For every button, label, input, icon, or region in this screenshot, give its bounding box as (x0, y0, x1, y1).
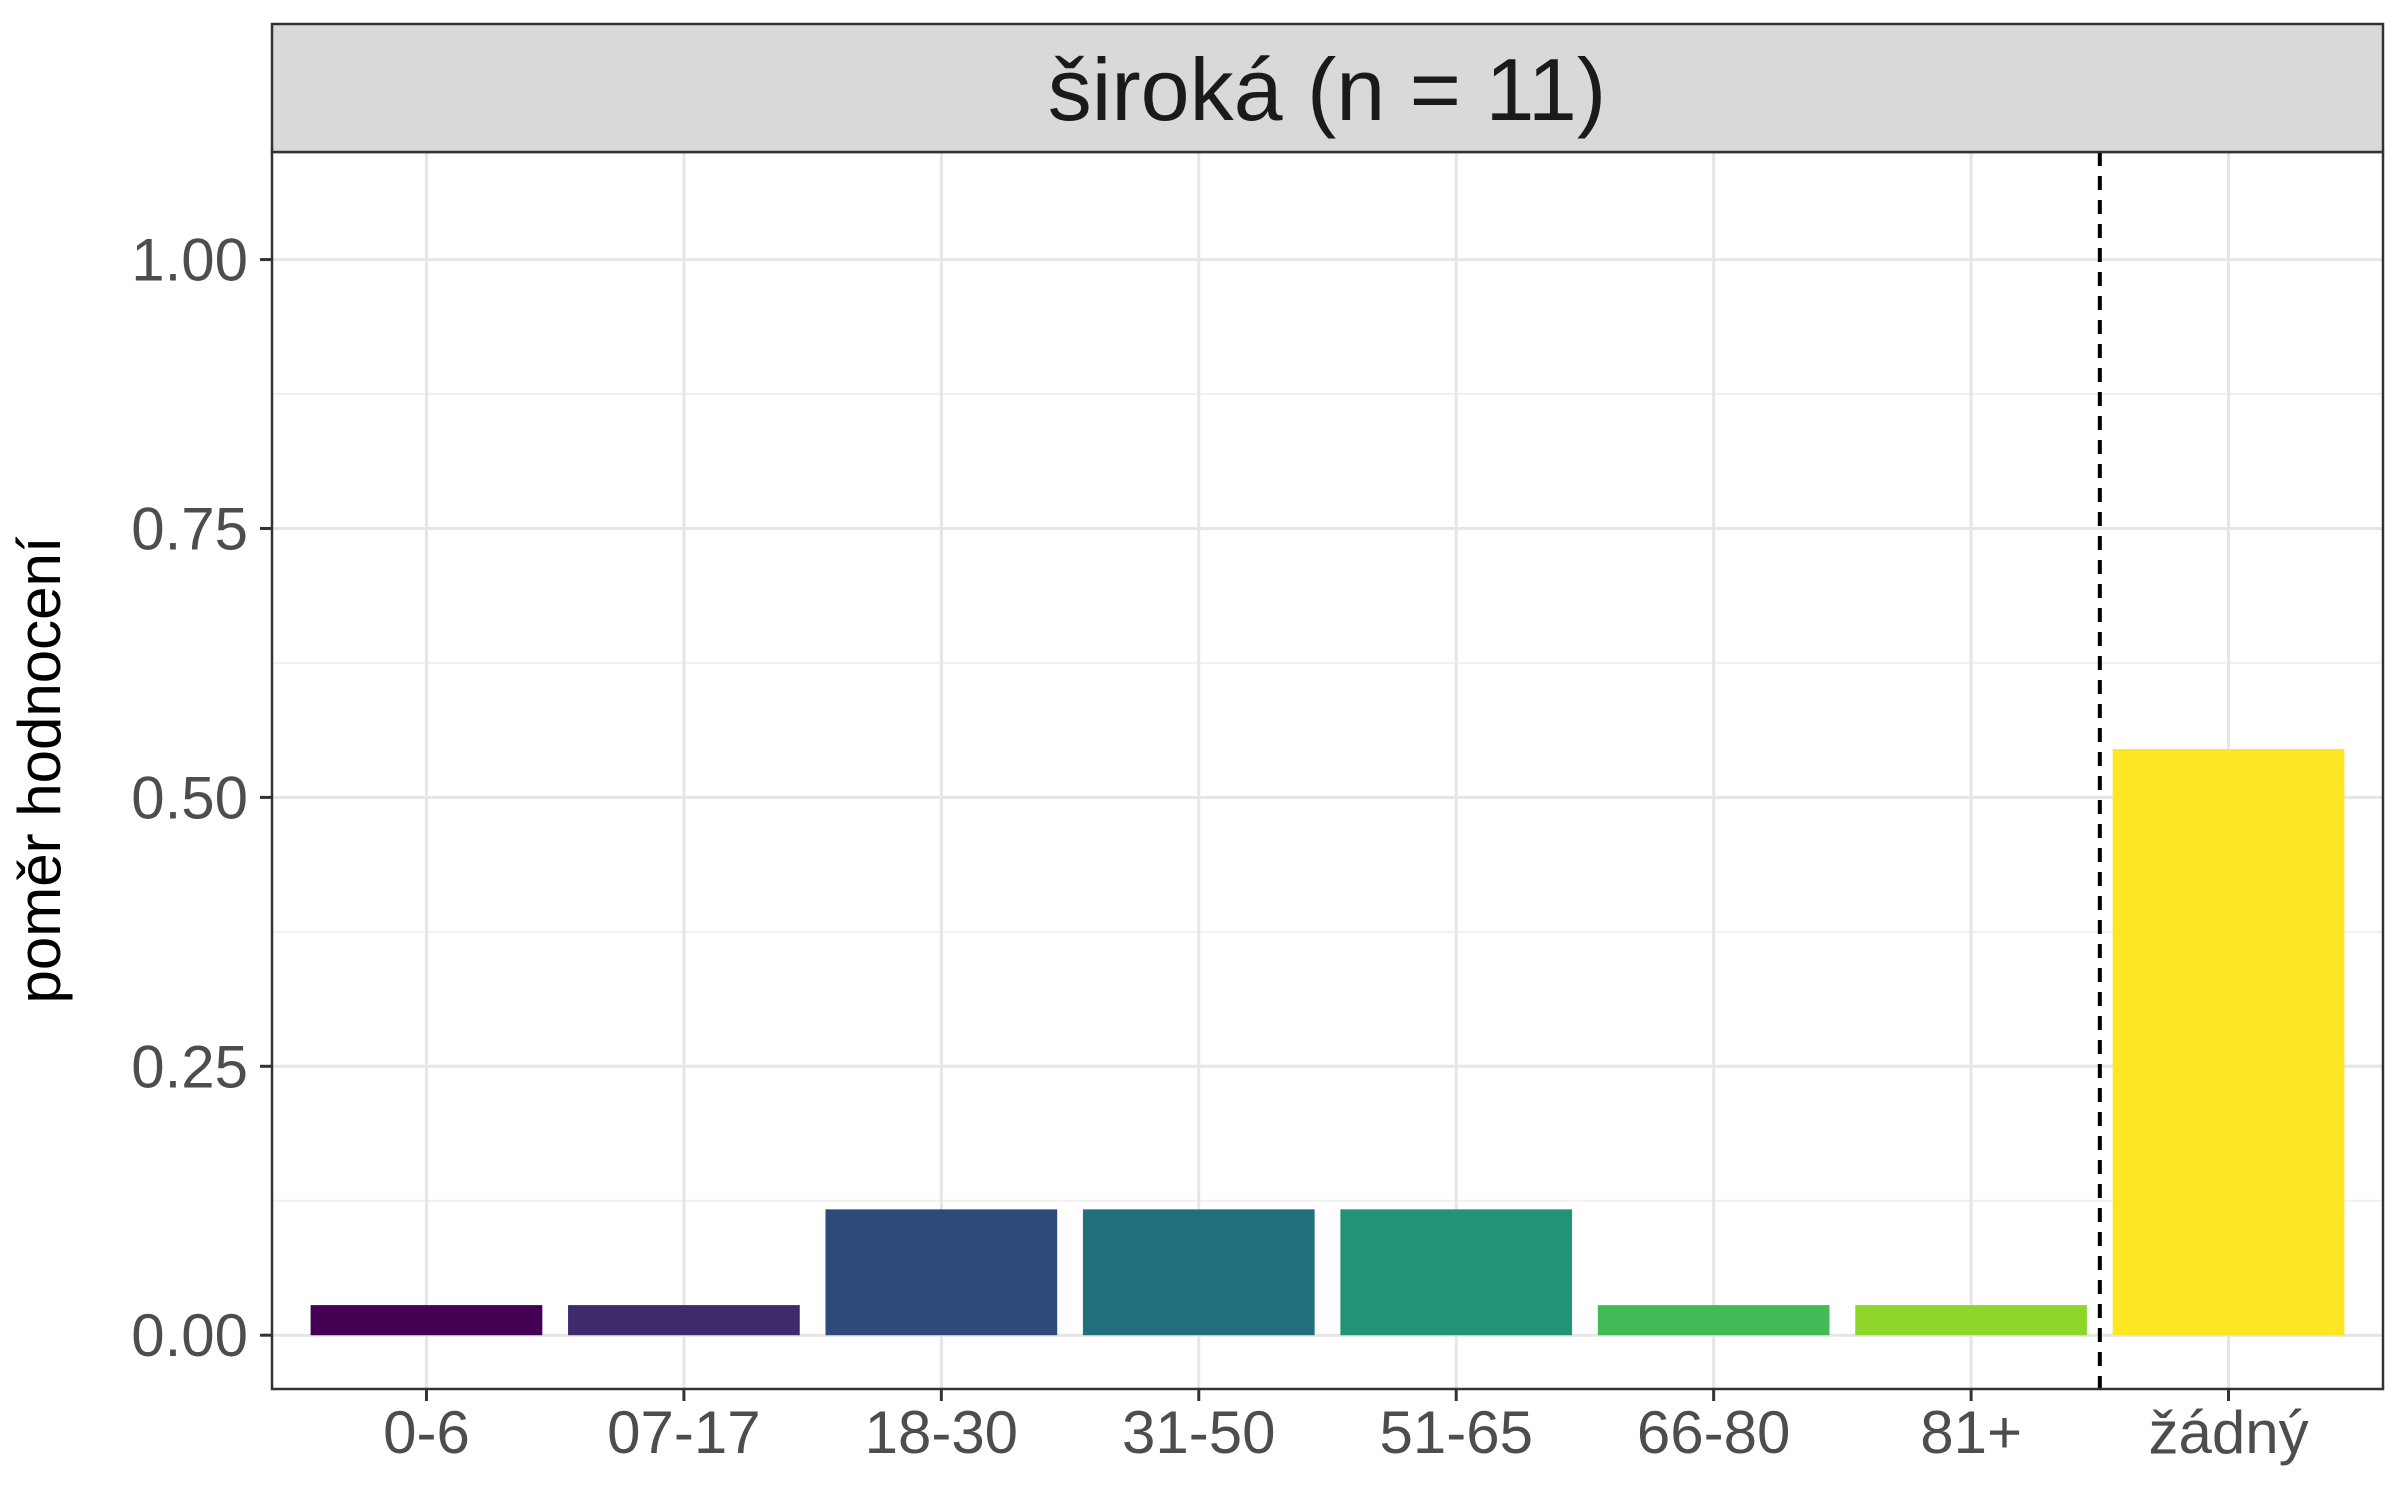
bars (310, 748, 2345, 1336)
x-axis: 0-6 07-17 18-30 31-50 51-65 66-80 81+ žádný (383, 1389, 2309, 1466)
bar-0-6 (310, 1305, 543, 1336)
y-axis-title: poměr hodnocení (6, 536, 73, 1003)
bar-žádný (2112, 748, 2345, 1336)
x-tick-label: 07-17 (607, 1399, 760, 1466)
x-tick-label: 0-6 (383, 1399, 470, 1466)
y-tick-label: 0.50 (131, 764, 248, 831)
facet-title: široká (n = 11) (1048, 40, 1606, 139)
x-tick-label: 51-65 (1379, 1399, 1532, 1466)
x-tick-label: žádný (2148, 1399, 2308, 1466)
panel-background (272, 152, 2383, 1389)
y-tick-label: 0.00 (131, 1302, 248, 1369)
bar-18-30 (825, 1209, 1058, 1336)
bar-81+ (1855, 1305, 2087, 1336)
y-tick-label: 0.25 (131, 1033, 248, 1100)
bar-66-80 (1597, 1305, 1830, 1336)
y-axis: 0.00 0.25 0.50 0.75 1.00 (131, 227, 272, 1369)
bar-51-65 (1340, 1209, 1573, 1336)
x-tick-label: 18-30 (865, 1399, 1018, 1466)
bar-07-17 (568, 1305, 800, 1336)
x-tick-label: 31-50 (1122, 1399, 1275, 1466)
x-tick-label: 81+ (1920, 1399, 2022, 1466)
y-tick-label: 1.00 (131, 227, 248, 294)
facet-strip (270, 22, 2385, 154)
grid-lines (272, 152, 2383, 1389)
y-tick-label: 0.75 (131, 495, 248, 562)
x-tick-label: 66-80 (1637, 1399, 1790, 1466)
bar-31-50 (1082, 1209, 1315, 1336)
